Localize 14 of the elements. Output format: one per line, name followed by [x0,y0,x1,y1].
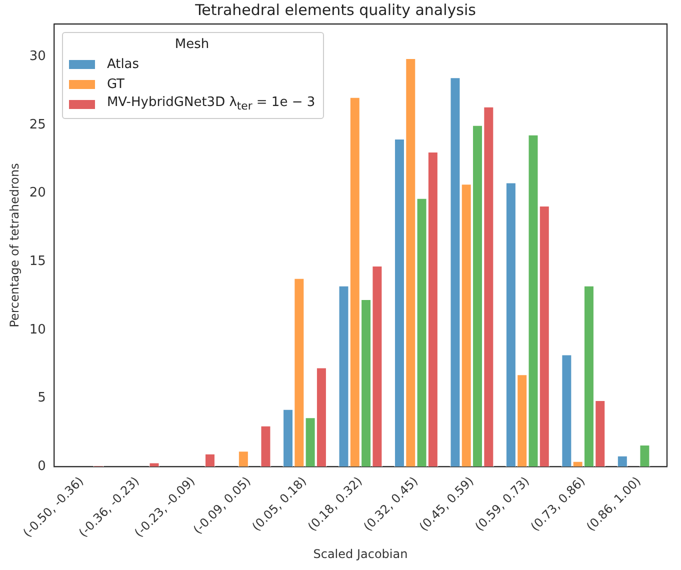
legend-label: MV-HybridGNet3D λ$_{ter}$ = 1e − 3 [106,95,316,113]
y-tick-label: 15 [29,254,46,270]
chart-title: Tetrahedral elements quality analysis [194,0,476,19]
y-tick-label: 10 [29,322,46,338]
legend-label: Atlas [106,56,140,72]
y-tick-label: 20 [29,186,46,201]
legend-title: Mesh [174,37,210,52]
y-tick-label: 25 [29,117,46,132]
x-axis-title: Scaled Jacobian [313,546,408,561]
y-tick-label: 5 [38,390,46,406]
y-tick-label: 30 [29,49,46,64]
y-tick-label: 0 [38,458,46,474]
legend-label: GT [106,76,124,92]
y-axis-title: Percentage of tetrahedrons [7,163,22,328]
